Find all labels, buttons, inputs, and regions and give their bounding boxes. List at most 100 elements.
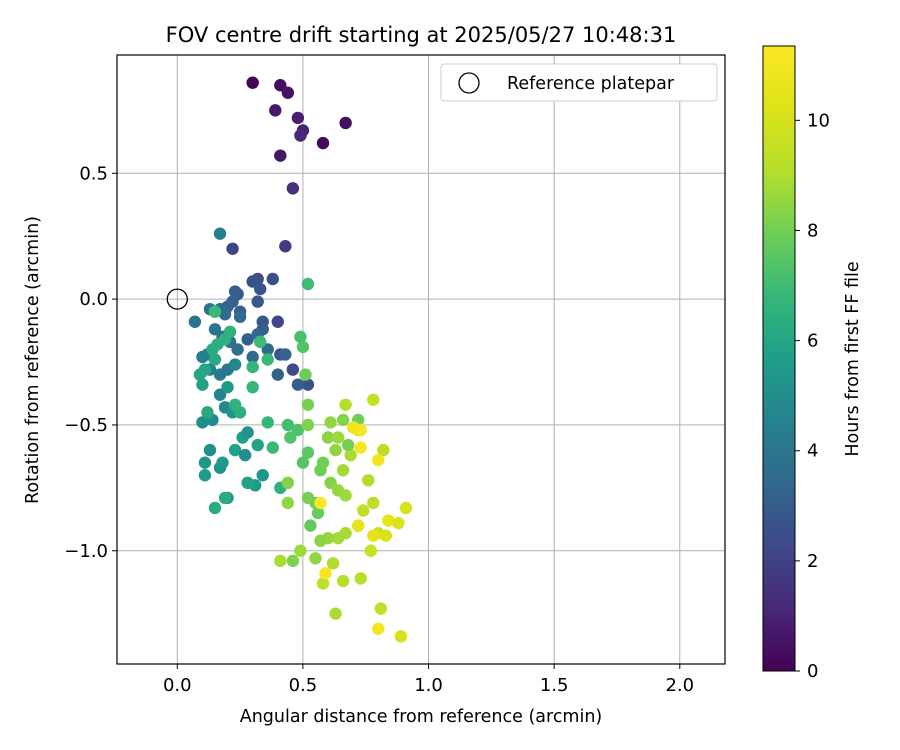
legend: Reference platepar — [440, 63, 718, 102]
data-point — [354, 423, 367, 437]
data-point — [254, 335, 267, 349]
data-point — [326, 557, 340, 570]
data-point — [339, 116, 352, 130]
data-point — [274, 78, 287, 92]
colorbar-ticks: 0 2 4 6 8 10 — [795, 110, 830, 682]
data-point — [238, 448, 252, 462]
data-point — [201, 406, 214, 419]
data-point — [304, 519, 317, 532]
data-point — [372, 453, 385, 467]
data-point — [274, 149, 287, 162]
data-point — [294, 129, 307, 142]
data-point — [251, 438, 264, 452]
data-point — [329, 607, 342, 620]
data-point — [281, 86, 295, 99]
data-point — [294, 330, 307, 344]
data-point — [266, 272, 279, 286]
data-point — [291, 378, 305, 391]
data-point — [341, 438, 355, 452]
data-point — [226, 242, 239, 255]
y-axis-ticks: 0.5 0.0 −0.5 −1.0 — [64, 163, 117, 562]
y-tick-label: −0.5 — [64, 415, 108, 436]
data-point — [357, 504, 370, 517]
data-point — [301, 378, 315, 391]
colorbar-tick-label: 2 — [807, 551, 818, 572]
data-point — [208, 305, 222, 318]
data-point — [218, 308, 232, 321]
data-point — [377, 443, 390, 457]
data-point — [266, 441, 279, 454]
data-point — [354, 572, 367, 585]
y-axis-label: Rotation from reference (arcmin) — [23, 216, 43, 504]
data-point — [241, 426, 254, 439]
data-point — [354, 441, 367, 454]
data-point — [216, 456, 229, 469]
data-point — [301, 418, 315, 432]
data-point — [351, 519, 365, 532]
data-point — [228, 398, 242, 411]
data-point — [339, 489, 352, 502]
data-point — [301, 277, 315, 291]
data-point — [218, 491, 232, 505]
data-point — [331, 431, 345, 444]
data-point — [251, 295, 264, 308]
data-point — [196, 350, 209, 364]
data-point — [228, 443, 242, 457]
data-point — [314, 534, 327, 547]
data-point — [228, 285, 242, 298]
x-tick-label: 1.0 — [414, 675, 443, 696]
data-point — [286, 363, 300, 376]
data-point — [261, 353, 274, 366]
data-point — [269, 104, 282, 117]
data-point — [336, 464, 350, 477]
data-point — [256, 469, 269, 482]
data-point — [241, 476, 254, 490]
grid-lines — [117, 55, 725, 664]
data-point — [294, 544, 307, 557]
data-point — [246, 360, 259, 374]
data-point — [379, 529, 393, 542]
data-point — [316, 136, 330, 150]
x-tick-label: 0.0 — [163, 675, 192, 696]
data-point — [301, 446, 315, 459]
data-point — [246, 350, 259, 364]
data-point — [394, 630, 408, 643]
data-point — [314, 496, 327, 510]
data-point — [188, 315, 202, 328]
colorbar-label: Hours from first FF file — [843, 261, 863, 456]
data-point — [254, 282, 267, 296]
x-tick-label: 0.5 — [289, 675, 318, 696]
colorbar-tick-label: 0 — [807, 661, 818, 682]
x-axis-label: Angular distance from reference (arcmin) — [240, 707, 603, 727]
data-point — [286, 554, 300, 568]
data-point — [316, 577, 330, 590]
data-point — [198, 469, 212, 482]
colorbar-tick-label: 6 — [807, 331, 818, 352]
data-point — [246, 275, 259, 288]
data-point — [196, 378, 209, 391]
x-tick-label: 2.0 — [665, 675, 694, 696]
data-point — [372, 622, 385, 635]
data-point — [279, 240, 292, 253]
data-point — [296, 340, 310, 354]
data-point — [281, 418, 295, 432]
data-point — [271, 368, 284, 381]
colorbar-tick-label: 4 — [807, 441, 818, 462]
data-point — [271, 315, 284, 328]
y-tick-label: 0.5 — [79, 163, 108, 184]
data-point — [261, 416, 274, 429]
data-point — [311, 506, 325, 520]
data-point — [367, 393, 380, 406]
data-point — [213, 388, 227, 401]
y-tick-label: 0.0 — [79, 289, 108, 310]
data-point — [281, 476, 295, 490]
data-point — [246, 76, 259, 89]
data-point — [344, 448, 357, 462]
data-point — [246, 380, 259, 394]
data-point — [367, 529, 380, 542]
data-point — [299, 368, 312, 381]
data-point — [291, 423, 305, 437]
legend-marker — [458, 72, 480, 94]
data-point — [279, 348, 292, 361]
